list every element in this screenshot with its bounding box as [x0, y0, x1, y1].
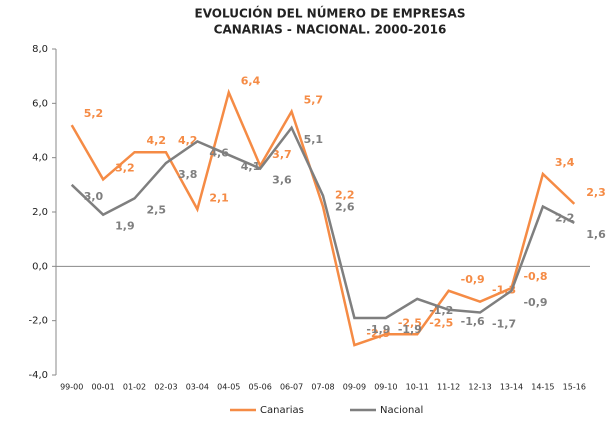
data-label: -1,6	[461, 315, 485, 328]
y-tick-label: 2,0	[32, 207, 48, 218]
data-label: 4,1	[241, 160, 261, 173]
data-label: -0,8	[523, 270, 547, 283]
data-label: 5,1	[304, 133, 324, 146]
y-tick-label: 6,0	[32, 98, 48, 109]
data-label: -1,9	[366, 323, 390, 336]
data-label: -0,9	[523, 296, 547, 309]
x-tick-label: 07-08	[311, 383, 334, 392]
data-label: 2,3	[586, 186, 606, 199]
data-label: -0,9	[461, 273, 485, 286]
x-tick-label: 13-14	[500, 383, 523, 392]
y-tick-label: -2,0	[28, 316, 48, 327]
chart-title: CANARIAS - NACIONAL. 2000-2016	[214, 23, 447, 37]
data-label: 3,7	[272, 148, 292, 161]
x-tick-label: 10-11	[406, 383, 429, 392]
data-label: 3,6	[272, 174, 292, 187]
x-tick-label: 03-04	[186, 383, 209, 392]
x-tick-label: 99-00	[60, 383, 83, 392]
legend-label: Canarias	[260, 405, 304, 416]
x-tick-label: 01-02	[123, 383, 146, 392]
x-tick-label: 12-13	[468, 383, 491, 392]
x-tick-label: 06-07	[280, 383, 303, 392]
data-label: -1,9	[398, 323, 422, 336]
data-label: 5,7	[304, 93, 324, 106]
y-tick-label: 4,0	[32, 153, 48, 164]
x-tick-label: 11-12	[437, 383, 460, 392]
data-label: 1,9	[115, 220, 135, 233]
data-label: -2,5	[429, 316, 453, 329]
data-label: -1,2	[429, 304, 453, 317]
data-label: -1,7	[492, 318, 516, 331]
data-label: 6,4	[241, 74, 261, 87]
chart-title: EVOLUCIÓN DEL NÚMERO DE EMPRESAS	[195, 6, 466, 21]
data-label: -2,5	[398, 316, 422, 329]
data-label: 4,2	[178, 134, 198, 147]
y-tick-label: -4,0	[28, 370, 48, 381]
x-tick-label: 05-06	[249, 383, 272, 392]
data-label: 2,2	[555, 212, 575, 225]
data-label: 2,2	[335, 189, 355, 202]
data-label: -2,9	[366, 327, 390, 340]
data-label: 2,6	[335, 201, 355, 214]
data-label: 3,8	[178, 168, 198, 181]
data-label: 4,6	[209, 146, 229, 159]
data-label: 5,2	[84, 107, 104, 120]
data-label: -1,3	[492, 284, 516, 297]
y-tick-label: 8,0	[32, 44, 48, 55]
x-tick-label: 09-10	[374, 383, 397, 392]
data-label: 1,6	[586, 228, 606, 241]
y-tick-label: 0,0	[32, 261, 48, 272]
data-label: 3,0	[84, 190, 104, 203]
x-tick-label: 09-09	[343, 383, 366, 392]
x-tick-label: 14-15	[531, 383, 554, 392]
legend-label: Nacional	[380, 405, 423, 416]
data-label: 3,2	[115, 161, 135, 174]
x-tick-label: 02-03	[154, 383, 177, 392]
data-label: 2,1	[209, 191, 229, 204]
x-tick-label: 04-05	[217, 383, 240, 392]
data-label: 4,2	[147, 134, 167, 147]
data-label: 3,4	[555, 156, 575, 169]
data-label: 2,5	[147, 203, 167, 216]
x-tick-label: 15-16	[563, 383, 586, 392]
series-line	[70, 88, 576, 347]
x-tick-label: 00-01	[91, 383, 114, 392]
series-line	[70, 125, 575, 320]
